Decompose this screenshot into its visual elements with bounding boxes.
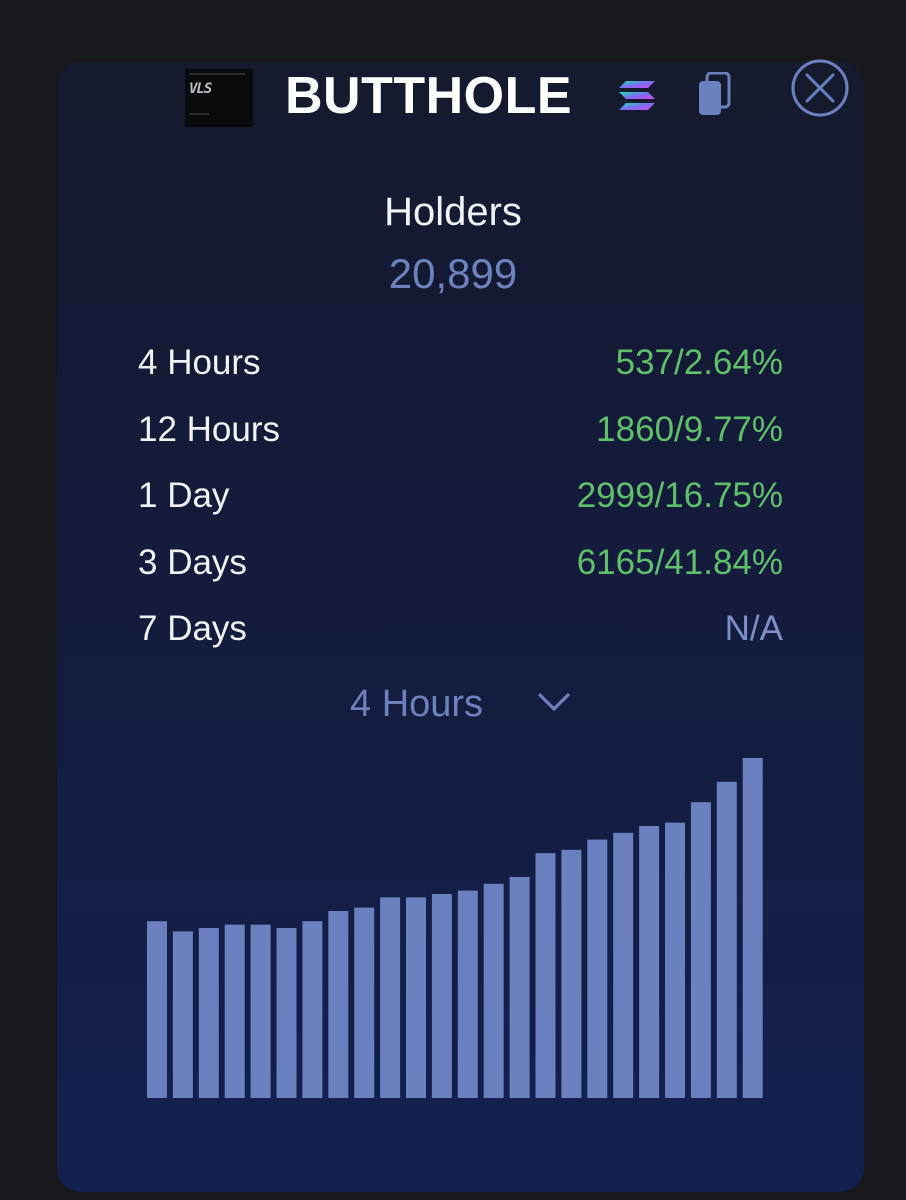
chart-bar <box>561 849 582 1098</box>
stat-value: 1860/9.77% <box>596 409 783 449</box>
chart-bar <box>639 826 660 1098</box>
chart-bar <box>198 928 219 1098</box>
chart-bar <box>328 911 349 1098</box>
chart-bar <box>690 802 711 1098</box>
chart-bar <box>406 897 426 1098</box>
stat-row-1-day: 1 Day 2999/16.75% <box>138 473 783 540</box>
token-thumbnail: VLS <box>185 69 253 127</box>
stat-row-12-hours: 12 Hours 1860/9.77% <box>138 407 783 474</box>
close-icon[interactable] <box>790 58 850 118</box>
stat-label: 4 Hours <box>138 343 261 382</box>
stat-value: 6165/41.84% <box>576 542 783 582</box>
chart-bar <box>172 931 193 1098</box>
stat-value: N/A <box>724 609 783 648</box>
stat-row-3-days: 3 Days 6165/41.84% <box>138 540 783 607</box>
chart-bar <box>613 832 634 1098</box>
stat-row-4-hours: 4 Hours 537/2.64% <box>138 340 783 407</box>
stat-label: 3 Days <box>138 542 247 582</box>
range-dropdown[interactable]: 4 Hours <box>350 683 484 725</box>
solana-icon <box>619 81 655 110</box>
stat-label: 1 Day <box>138 476 230 515</box>
stat-row-7-days: 7 Days N/A <box>138 606 783 673</box>
stat-value: 537/2.64% <box>615 343 783 382</box>
holders-count: 20,899 <box>388 250 518 297</box>
stat-value: 2999/16.75% <box>576 476 783 515</box>
chart-bar <box>587 839 608 1098</box>
chart-bar <box>716 781 737 1098</box>
token-logo-icon: VLS <box>189 81 212 97</box>
holders-label: Holders <box>384 190 522 234</box>
chart-bar <box>276 928 297 1098</box>
token-title: BUTTHOLE <box>285 67 573 125</box>
chart-bar <box>380 897 401 1098</box>
holder-change-list: 4 Hours 537/2.64% 12 Hours 1860/9.77% 1 … <box>138 340 783 673</box>
chart-bar <box>250 924 271 1098</box>
chart-bar <box>509 877 530 1098</box>
holders-bar-chart <box>147 758 763 1098</box>
stat-label: 7 Days <box>138 609 247 648</box>
chart-bar <box>665 822 685 1098</box>
chart-bar <box>535 853 556 1098</box>
stat-label: 12 Hours <box>138 409 281 449</box>
chart-bar <box>431 894 452 1098</box>
token-header: VLS BUTTHOLE <box>0 0 906 150</box>
chevron-down-icon[interactable] <box>537 690 571 714</box>
chart-bar <box>147 921 167 1098</box>
chart-bar <box>483 883 504 1098</box>
chart-bar <box>354 907 375 1098</box>
chart-bar <box>224 924 245 1098</box>
copy-icon[interactable] <box>697 72 731 116</box>
chart-bar <box>742 758 763 1098</box>
chart-bar <box>302 921 323 1098</box>
chart-bar <box>457 890 478 1098</box>
